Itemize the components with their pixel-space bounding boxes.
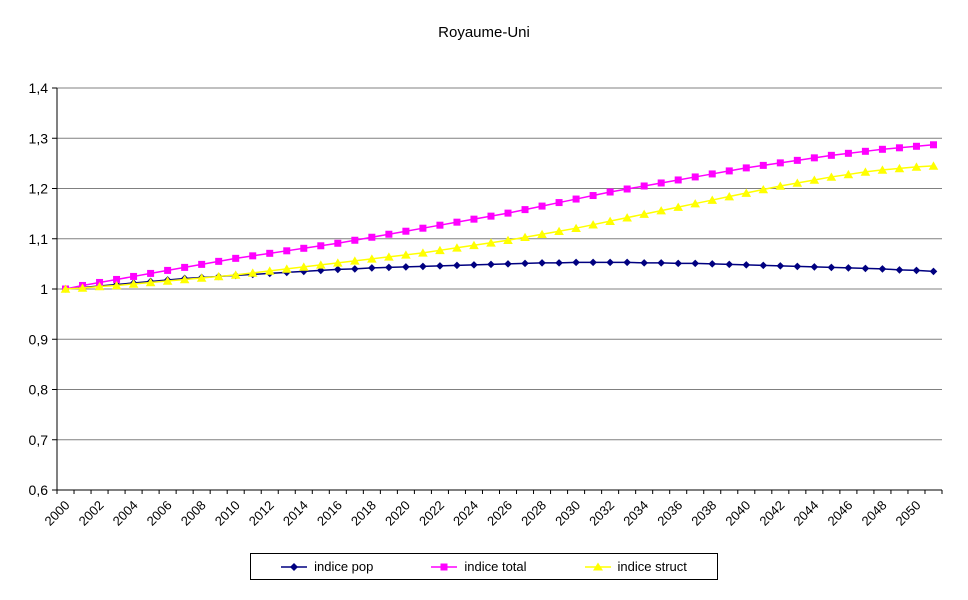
diamond-marker-icon (281, 562, 308, 571)
svg-text:2036: 2036 (654, 498, 685, 529)
svg-text:2014: 2014 (280, 498, 311, 529)
svg-text:2020: 2020 (382, 498, 413, 529)
svg-text:2012: 2012 (246, 498, 277, 529)
square-marker-icon (431, 563, 458, 570)
svg-text:2028: 2028 (518, 498, 549, 529)
y-axis-labels: 0,6 0,7 0,8 0,9 1 1,1 1,2 1,3 1,4 (29, 80, 49, 498)
svg-text:2038: 2038 (688, 498, 719, 529)
svg-text:2030: 2030 (552, 498, 583, 529)
legend-item-indice-pop: indice pop (281, 559, 373, 574)
legend: indice pop indice total indice struct (250, 553, 718, 580)
legend-label-indice-pop: indice pop (314, 559, 374, 574)
svg-text:2048: 2048 (858, 498, 889, 529)
svg-text:1,3: 1,3 (29, 130, 49, 146)
svg-text:0,7: 0,7 (29, 432, 49, 448)
series-indice-struct (60, 161, 939, 293)
svg-text:2024: 2024 (450, 498, 481, 529)
triangle-marker-icon (584, 562, 611, 570)
chart-title: Royaume-Uni (438, 24, 530, 41)
svg-text:2046: 2046 (824, 498, 855, 529)
x-axis-labels: 2000 2002 2004 2006 2008 2010 2012 2014 2016 2018… (42, 498, 924, 529)
svg-text:2008: 2008 (178, 498, 209, 529)
svg-text:2004: 2004 (110, 498, 141, 529)
svg-text:2002: 2002 (76, 498, 107, 529)
svg-text:1,4: 1,4 (29, 80, 49, 96)
svg-text:2022: 2022 (416, 498, 447, 529)
svg-text:0,8: 0,8 (29, 382, 49, 398)
svg-text:2042: 2042 (756, 498, 787, 529)
legend-label-indice-total: indice total (464, 559, 527, 574)
legend-label-indice-struct: indice struct (617, 559, 687, 574)
svg-text:2040: 2040 (722, 498, 753, 529)
series-indice-total (62, 141, 937, 293)
svg-text:1,2: 1,2 (29, 181, 49, 197)
svg-text:2016: 2016 (314, 498, 345, 529)
svg-text:2032: 2032 (586, 498, 617, 529)
svg-text:2000: 2000 (42, 498, 73, 529)
svg-text:2034: 2034 (620, 498, 651, 529)
svg-text:1,1: 1,1 (29, 231, 49, 247)
svg-text:2026: 2026 (484, 498, 515, 529)
svg-text:2044: 2044 (790, 498, 821, 529)
legend-item-indice-total: indice total (431, 559, 527, 574)
svg-text:1: 1 (40, 281, 48, 297)
gridlines (52, 87, 942, 491)
svg-text:0,9: 0,9 (29, 331, 49, 347)
series-indice-pop (61, 258, 938, 293)
legend-item-indice-struct: indice struct (584, 559, 687, 574)
svg-text:2010: 2010 (212, 498, 243, 529)
svg-text:2050: 2050 (893, 498, 924, 529)
svg-text:2006: 2006 (144, 498, 175, 529)
svg-text:2018: 2018 (348, 498, 379, 529)
svg-text:0,6: 0,6 (29, 482, 49, 498)
x-axis-ticks (56, 490, 943, 494)
